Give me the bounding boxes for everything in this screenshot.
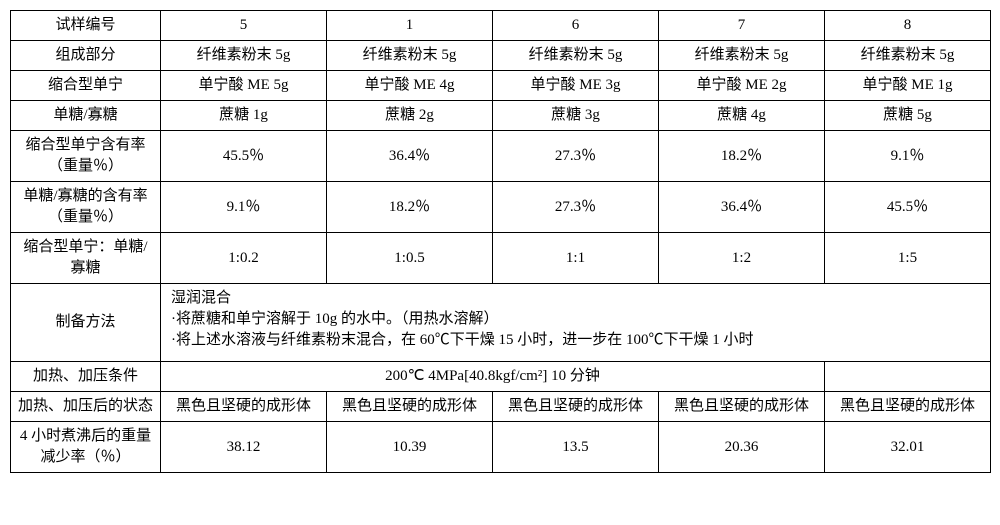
- row-tannin-pct: 缩合型单宁含有率（重量％） 45.5％ 36.4％ 27.3％ 18.2％ 9.…: [11, 131, 991, 182]
- cell-composition-3: 纤维素粉末 5g: [659, 41, 825, 71]
- cell-ratio-1: 1:0.5: [327, 233, 493, 284]
- row-heat-press: 加热、加压条件 200℃ 4MPa[40.8kgf/cm²] 10 分钟: [11, 362, 991, 392]
- cell-tannin-pct-1: 36.4％: [327, 131, 493, 182]
- cell-sugar-1: 蔗糖 2g: [327, 101, 493, 131]
- cell-ratio-4: 1:5: [825, 233, 991, 284]
- cell-state-0: 黑色且坚硬的成形体: [161, 392, 327, 422]
- cell-composition-4: 纤维素粉末 5g: [825, 41, 991, 71]
- cell-tannin-pct-4: 9.1％: [825, 131, 991, 182]
- cell-state-2: 黑色且坚硬的成形体: [493, 392, 659, 422]
- row-sugar: 单糖/寡糖 蔗糖 1g 蔗糖 2g 蔗糖 3g 蔗糖 4g 蔗糖 5g: [11, 101, 991, 131]
- cell-state-1: 黑色且坚硬的成形体: [327, 392, 493, 422]
- cell-tannin-1: 单宁酸 ME 4g: [327, 71, 493, 101]
- row-sugar-pct: 单糖/寡糖的含有率（重量％） 9.1％ 18.2％ 27.3％ 36.4％ 45…: [11, 182, 991, 233]
- cell-sugar-pct-3: 36.4％: [659, 182, 825, 233]
- row-composition: 组成部分 纤维素粉末 5g 纤维素粉末 5g 纤维素粉末 5g 纤维素粉末 5g…: [11, 41, 991, 71]
- cell-weight-loss-3: 20.36: [659, 422, 825, 473]
- method-line-2: ·将蔗糖和单宁溶解于 10g 的水中。（用热水溶解）: [171, 309, 984, 330]
- cell-ratio-3: 1:2: [659, 233, 825, 284]
- cell-heat-press-main: 200℃ 4MPa[40.8kgf/cm²] 10 分钟: [161, 362, 825, 392]
- header-tannin: 缩合型单宁: [11, 71, 161, 101]
- cell-state-3: 黑色且坚硬的成形体: [659, 392, 825, 422]
- header-sugar-pct: 单糖/寡糖的含有率（重量％）: [11, 182, 161, 233]
- cell-composition-1: 纤维素粉末 5g: [327, 41, 493, 71]
- cell-tannin-pct-2: 27.3％: [493, 131, 659, 182]
- cell-sample-1: 1: [327, 11, 493, 41]
- cell-sugar-pct-4: 45.5％: [825, 182, 991, 233]
- cell-method: 湿润混合 ·将蔗糖和单宁溶解于 10g 的水中。（用热水溶解） ·将上述水溶液与…: [161, 284, 991, 362]
- cell-sample-2: 6: [493, 11, 659, 41]
- header-heat-press: 加热、加压条件: [11, 362, 161, 392]
- cell-tannin-0: 单宁酸 ME 5g: [161, 71, 327, 101]
- header-tannin-pct: 缩合型单宁含有率（重量％）: [11, 131, 161, 182]
- cell-composition-2: 纤维素粉末 5g: [493, 41, 659, 71]
- cell-ratio-0: 1:0.2: [161, 233, 327, 284]
- cell-sugar-2: 蔗糖 3g: [493, 101, 659, 131]
- cell-composition-0: 纤维素粉末 5g: [161, 41, 327, 71]
- header-sample-id: 试样编号: [11, 11, 161, 41]
- cell-sample-0: 5: [161, 11, 327, 41]
- row-weight-loss: 4 小时煮沸后的重量减少率（％） 38.12 10.39 13.5 20.36 …: [11, 422, 991, 473]
- row-method: 制备方法 湿润混合 ·将蔗糖和单宁溶解于 10g 的水中。（用热水溶解） ·将上…: [11, 284, 991, 362]
- cell-state-4: 黑色且坚硬的成形体: [825, 392, 991, 422]
- cell-weight-loss-0: 38.12: [161, 422, 327, 473]
- row-tannin: 缩合型单宁 单宁酸 ME 5g 单宁酸 ME 4g 单宁酸 ME 3g 单宁酸 …: [11, 71, 991, 101]
- header-sugar: 单糖/寡糖: [11, 101, 161, 131]
- header-weight-loss: 4 小时煮沸后的重量减少率（％）: [11, 422, 161, 473]
- cell-ratio-2: 1:1: [493, 233, 659, 284]
- method-line-3: ·将上述水溶液与纤维素粉末混合，在 60℃下干燥 15 小时，进一步在 100℃…: [171, 330, 984, 351]
- cell-sugar-pct-1: 18.2％: [327, 182, 493, 233]
- cell-heat-press-last: [825, 362, 991, 392]
- header-state: 加热、加压后的状态: [11, 392, 161, 422]
- cell-tannin-pct-0: 45.5％: [161, 131, 327, 182]
- header-method: 制备方法: [11, 284, 161, 362]
- header-ratio: 缩合型单宁：单糖/寡糖: [11, 233, 161, 284]
- cell-tannin-pct-3: 18.2％: [659, 131, 825, 182]
- cell-weight-loss-4: 32.01: [825, 422, 991, 473]
- cell-sugar-pct-2: 27.3％: [493, 182, 659, 233]
- method-line-1: 湿润混合: [171, 288, 984, 309]
- row-sample-id: 试样编号 5 1 6 7 8: [11, 11, 991, 41]
- cell-sugar-4: 蔗糖 5g: [825, 101, 991, 131]
- cell-sugar-pct-0: 9.1％: [161, 182, 327, 233]
- cell-tannin-3: 单宁酸 ME 2g: [659, 71, 825, 101]
- header-composition: 组成部分: [11, 41, 161, 71]
- cell-weight-loss-1: 10.39: [327, 422, 493, 473]
- experiment-table: 试样编号 5 1 6 7 8 组成部分 纤维素粉末 5g 纤维素粉末 5g 纤维…: [10, 10, 991, 473]
- cell-sample-4: 8: [825, 11, 991, 41]
- row-ratio: 缩合型单宁：单糖/寡糖 1:0.2 1:0.5 1:1 1:2 1:5: [11, 233, 991, 284]
- cell-sugar-0: 蔗糖 1g: [161, 101, 327, 131]
- cell-sugar-3: 蔗糖 4g: [659, 101, 825, 131]
- cell-tannin-2: 单宁酸 ME 3g: [493, 71, 659, 101]
- row-state: 加热、加压后的状态 黑色且坚硬的成形体 黑色且坚硬的成形体 黑色且坚硬的成形体 …: [11, 392, 991, 422]
- cell-sample-3: 7: [659, 11, 825, 41]
- cell-weight-loss-2: 13.5: [493, 422, 659, 473]
- cell-tannin-4: 单宁酸 ME 1g: [825, 71, 991, 101]
